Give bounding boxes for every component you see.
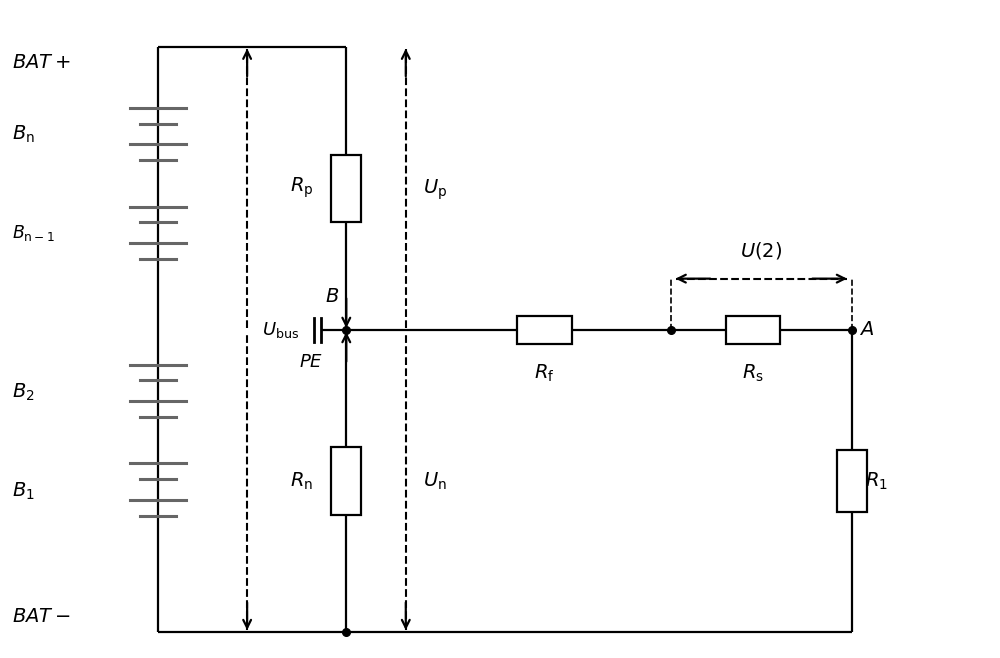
Text: $U_{\rm n}$: $U_{\rm n}$ — [423, 470, 446, 492]
Bar — [517, 316, 572, 344]
Text: $U_{\rm p}$: $U_{\rm p}$ — [423, 178, 447, 202]
Bar — [331, 447, 361, 515]
Text: $B_{\rm 1}$: $B_{\rm 1}$ — [12, 480, 35, 501]
Bar — [726, 316, 780, 344]
Text: $U(2)$: $U(2)$ — [740, 240, 782, 261]
Text: $B_{\rm n-1}$: $B_{\rm n-1}$ — [12, 223, 55, 243]
Text: $BAT-$: $BAT-$ — [12, 608, 71, 626]
Text: $B_{\rm n}$: $B_{\rm n}$ — [12, 124, 35, 145]
Text: $B$: $B$ — [325, 288, 339, 306]
Text: $B_{\rm 2}$: $B_{\rm 2}$ — [12, 382, 35, 403]
Text: $R_{\rm n}$: $R_{\rm n}$ — [290, 470, 313, 492]
Text: $R_{\rm 1}$: $R_{\rm 1}$ — [865, 470, 888, 492]
Text: $A$: $A$ — [859, 321, 874, 339]
Bar — [837, 451, 867, 512]
Text: $R_{\rm f}$: $R_{\rm f}$ — [534, 363, 555, 384]
Bar — [331, 155, 361, 222]
Text: $R_{\rm p}$: $R_{\rm p}$ — [290, 176, 313, 200]
Text: $BAT+$: $BAT+$ — [12, 53, 71, 72]
Text: $R_{\rm s}$: $R_{\rm s}$ — [742, 363, 764, 384]
Text: $PE$: $PE$ — [299, 353, 324, 370]
Text: $U_{\rm bus}$: $U_{\rm bus}$ — [262, 320, 299, 340]
